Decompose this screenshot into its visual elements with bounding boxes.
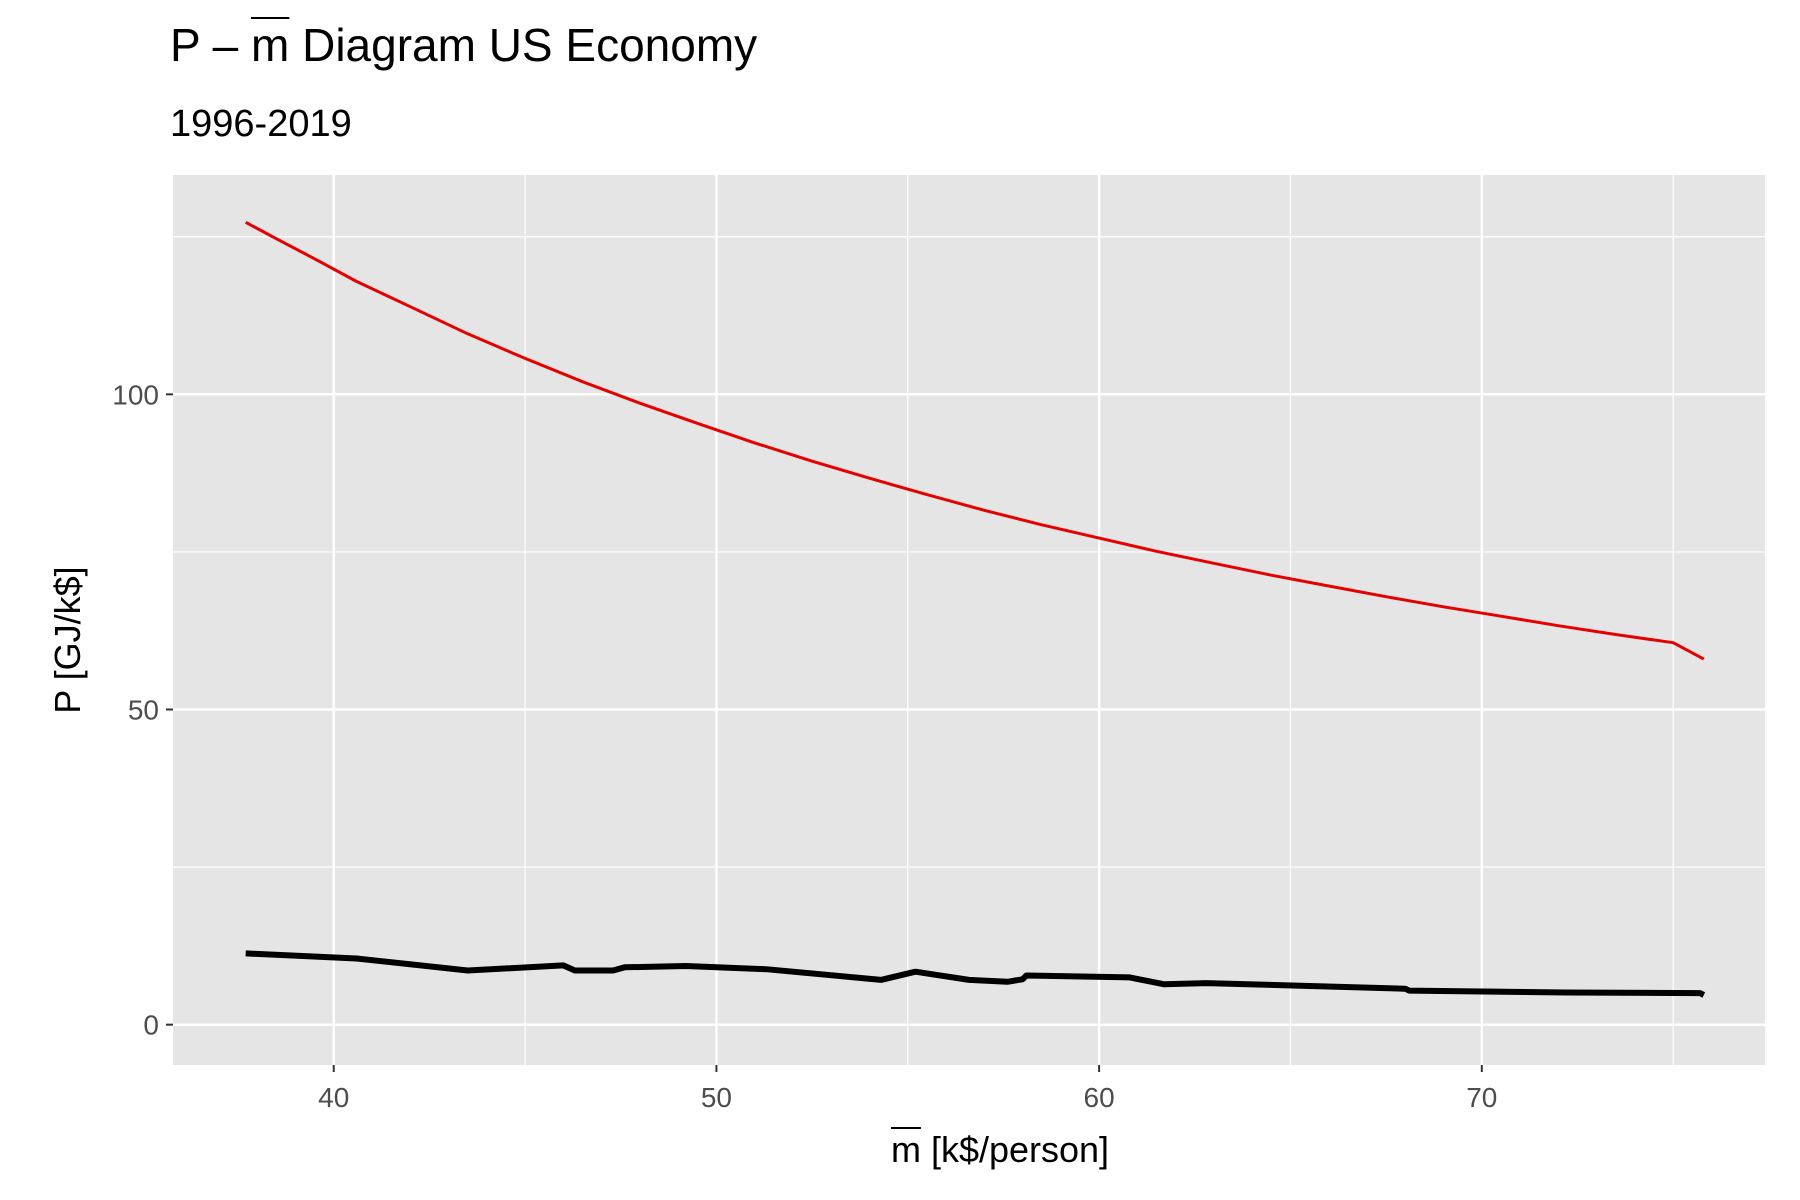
- x-tick-label: 40: [318, 1082, 349, 1113]
- series-line-1: [244, 220, 1705, 661]
- chart-title: P – m Diagram US Economy: [170, 19, 758, 71]
- title-m-bar-symbol: m: [251, 19, 290, 71]
- chart-subtitle: 1996-2019: [170, 103, 352, 145]
- series-layer: [244, 220, 1706, 998]
- xlabel-m-bar-symbol: m: [890, 1129, 921, 1170]
- plot-panel: [173, 175, 1765, 1065]
- series-line-2: [245, 950, 1706, 998]
- axes-layer: 40 50 60 70 0 50 100: [112, 379, 1497, 1113]
- x-tick-label: 60: [1084, 1082, 1115, 1113]
- y-axis-label: P [GJ/k$]: [47, 566, 88, 714]
- minor-gridlines: [173, 175, 1765, 1065]
- x-tick-label: 70: [1466, 1082, 1497, 1113]
- y-tick-label: 0: [143, 1010, 159, 1041]
- x-tick-label: 50: [701, 1082, 732, 1113]
- y-tick-label: 100: [112, 379, 159, 410]
- x-axis-label: m [k$/person]: [890, 1129, 1110, 1170]
- major-gridlines: [173, 175, 1765, 1065]
- y-tick-label: 50: [128, 695, 159, 726]
